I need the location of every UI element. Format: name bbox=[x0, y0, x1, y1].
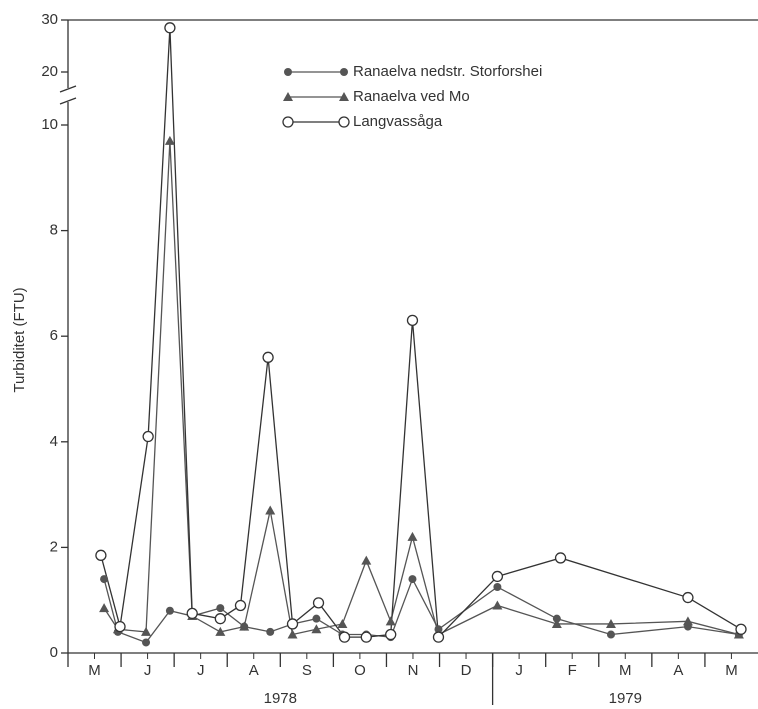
marker bbox=[551, 618, 562, 628]
marker bbox=[186, 607, 198, 620]
marker bbox=[312, 614, 321, 623]
x-tick-label: A bbox=[249, 662, 259, 679]
y-tick-label: 30 bbox=[41, 11, 58, 28]
series-line bbox=[103, 140, 740, 636]
x-tick-label: S bbox=[302, 662, 312, 679]
marker bbox=[164, 135, 175, 145]
marker bbox=[491, 570, 504, 583]
x-tick-label: M bbox=[88, 662, 101, 679]
marker bbox=[337, 618, 348, 628]
y-tick-label: 2 bbox=[50, 538, 58, 555]
marker bbox=[338, 631, 351, 643]
marker bbox=[283, 92, 293, 101]
axis-break bbox=[59, 97, 77, 105]
marker bbox=[432, 631, 445, 643]
marker bbox=[408, 575, 417, 584]
x-tick-label: N bbox=[408, 662, 419, 679]
marker bbox=[554, 552, 567, 564]
year-label: 1978 bbox=[264, 690, 297, 707]
marker bbox=[385, 616, 396, 626]
marker bbox=[735, 623, 747, 635]
y-tick-label: 4 bbox=[50, 433, 58, 450]
marker bbox=[492, 600, 503, 610]
marker bbox=[262, 351, 274, 363]
year-label: 1979 bbox=[609, 690, 642, 707]
marker bbox=[165, 606, 174, 615]
marker bbox=[312, 597, 325, 609]
legend-label: Ranaelva nedstr. Storforshei bbox=[353, 63, 542, 80]
marker bbox=[407, 531, 418, 541]
legend-label: Ranaelva ved Mo bbox=[353, 88, 470, 105]
x-tick-label: O bbox=[354, 662, 366, 679]
x-tick-label: M bbox=[619, 662, 632, 679]
x-tick-label: M bbox=[725, 662, 738, 679]
axis-break bbox=[59, 85, 77, 93]
marker bbox=[286, 618, 299, 630]
marker bbox=[606, 630, 615, 639]
y-tick-label: 6 bbox=[50, 327, 58, 344]
x-tick-label: J bbox=[144, 662, 152, 679]
marker bbox=[164, 22, 176, 34]
marker bbox=[360, 631, 372, 643]
marker bbox=[406, 314, 419, 327]
marker bbox=[311, 624, 322, 634]
legend-label: Langvassåga bbox=[353, 113, 443, 130]
marker bbox=[493, 583, 502, 591]
marker bbox=[361, 555, 372, 565]
marker bbox=[215, 626, 226, 636]
marker bbox=[100, 575, 109, 584]
marker bbox=[141, 626, 152, 636]
marker bbox=[682, 591, 694, 604]
marker bbox=[338, 116, 350, 128]
marker bbox=[266, 627, 275, 636]
marker bbox=[214, 613, 226, 625]
marker bbox=[552, 614, 561, 623]
marker bbox=[284, 68, 292, 76]
marker bbox=[114, 620, 126, 633]
x-tick-label: J bbox=[515, 662, 523, 679]
marker bbox=[234, 599, 247, 612]
marker bbox=[682, 616, 693, 626]
x-tick-label: J bbox=[197, 662, 205, 679]
marker bbox=[340, 68, 348, 76]
marker bbox=[239, 621, 250, 631]
y-tick-label: 0 bbox=[50, 644, 58, 661]
marker bbox=[265, 505, 276, 515]
marker bbox=[605, 618, 616, 628]
marker bbox=[95, 549, 107, 561]
marker bbox=[142, 638, 151, 647]
y-tick-label: 20 bbox=[41, 63, 58, 80]
marker bbox=[99, 603, 110, 613]
x-tick-label: D bbox=[461, 662, 472, 679]
marker bbox=[282, 116, 294, 128]
y-axis-label: Turbiditet (FTU) bbox=[11, 287, 28, 392]
marker bbox=[339, 92, 349, 101]
marker bbox=[385, 628, 397, 641]
x-tick-label: A bbox=[673, 662, 683, 679]
marker bbox=[434, 625, 443, 634]
marker bbox=[216, 604, 225, 613]
marker bbox=[287, 629, 298, 639]
series-line bbox=[103, 577, 739, 644]
axis-break-gap bbox=[60, 88, 76, 102]
marker bbox=[142, 430, 154, 443]
y-tick-label: 10 bbox=[41, 116, 58, 133]
x-tick-label: F bbox=[568, 662, 577, 679]
y-tick-label: 8 bbox=[50, 222, 58, 239]
